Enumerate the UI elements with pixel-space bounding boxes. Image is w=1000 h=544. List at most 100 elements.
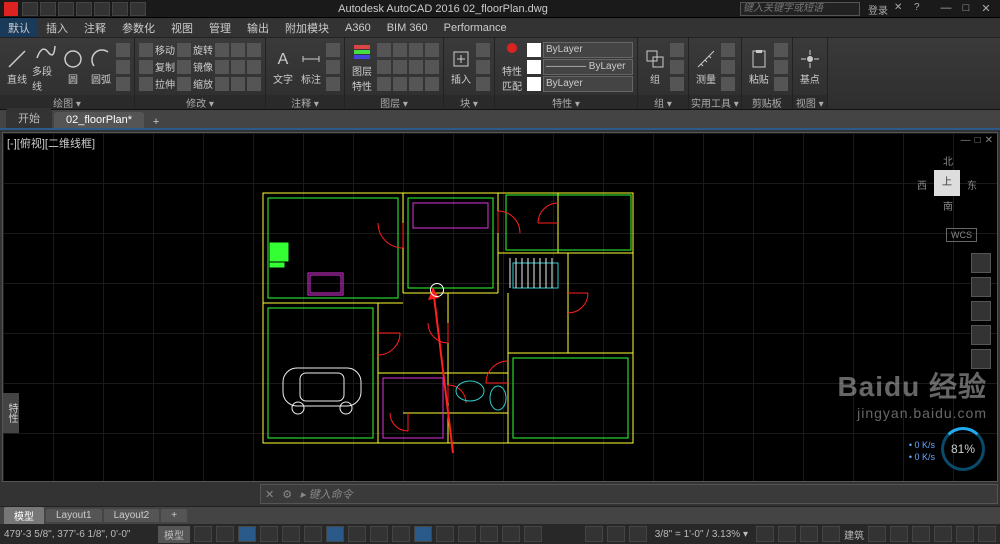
layout-tab-1[interactable]: Layout1 [46, 509, 102, 522]
qat-saveas-icon[interactable] [76, 2, 92, 16]
properties-match-button[interactable]: 特性匹配 [499, 40, 525, 93]
panel-label-0[interactable]: 绘图 ▾ [0, 95, 134, 109]
nav-orbit-icon[interactable] [971, 325, 991, 345]
tool-多段线[interactable]: 多段线 [32, 40, 58, 93]
layout-tab-2[interactable]: Layout2 [104, 509, 160, 522]
vp-maximize-icon[interactable]: □ [975, 135, 981, 146]
status-right3-1[interactable] [890, 526, 908, 542]
panel-label-1[interactable]: 修改 ▾ [135, 95, 265, 109]
signin-link[interactable]: 登录 [868, 2, 888, 16]
help-search-input[interactable] [740, 2, 860, 16]
help-icon[interactable]: ? [914, 2, 928, 16]
ribbon-tab-4[interactable]: 视图 [163, 18, 201, 37]
panel-label-6[interactable]: 组 ▾ [638, 95, 688, 109]
status-toggle-10[interactable] [414, 526, 432, 542]
minimize-button[interactable]: — [936, 2, 956, 16]
qat-redo-icon[interactable] [130, 2, 146, 16]
viewcube[interactable]: 上 北 南 东 西 [917, 153, 977, 213]
status-right3-5[interactable] [978, 526, 996, 542]
viewport-label[interactable]: [-][俯视][二维线框] [7, 135, 95, 151]
file-tab-1[interactable]: 02_floorPlan* [54, 112, 144, 128]
status-toggle-12[interactable] [458, 526, 476, 542]
space-toggle[interactable]: 模型 [158, 526, 190, 543]
viewcube-north[interactable]: 北 [943, 153, 953, 168]
status-right2-3[interactable] [822, 526, 840, 542]
ribbon-tab-0[interactable]: 默认 [0, 18, 38, 37]
ribbon-tab-9[interactable]: BIM 360 [379, 18, 436, 37]
viewcube-west[interactable]: 西 [917, 177, 927, 192]
close-button[interactable]: ✕ [976, 2, 996, 16]
tool-圆弧[interactable]: 圆弧 [88, 48, 114, 86]
ribbon-tab-8[interactable]: A360 [337, 18, 379, 37]
tool-测量[interactable]: 测量 [693, 48, 719, 86]
qat-undo-icon[interactable] [112, 2, 128, 16]
cmd-customize-icon[interactable]: ⚙ [278, 488, 296, 501]
qat-open-icon[interactable] [40, 2, 56, 16]
bylayer-combo-0[interactable]: ByLayer [543, 42, 633, 58]
tool-直线[interactable]: 直线 [4, 48, 30, 86]
status-toggle-8[interactable] [370, 526, 388, 542]
wcs-badge[interactable]: WCS [946, 228, 977, 242]
status-right-1[interactable] [607, 526, 625, 542]
status-right3-3[interactable] [934, 526, 952, 542]
status-toggle-9[interactable] [392, 526, 410, 542]
tool-圆[interactable]: 圆 [60, 48, 86, 86]
tool-基点[interactable]: 基点 [797, 48, 823, 86]
panel-label-2[interactable]: 注释 ▾ [266, 95, 344, 109]
nav-pan-icon[interactable] [971, 277, 991, 297]
tool-镜像[interactable]: 镜像 [177, 59, 213, 75]
ribbon-tab-2[interactable]: 注释 [76, 18, 114, 37]
nav-zoom-icon[interactable] [971, 301, 991, 321]
ribbon-tab-1[interactable]: 插入 [38, 18, 76, 37]
status-right2-0[interactable] [756, 526, 774, 542]
new-tab-button[interactable]: + [146, 116, 166, 128]
qat-new-icon[interactable] [22, 2, 38, 16]
panel-label-3[interactable]: 图层 ▾ [345, 95, 443, 109]
tool-复制[interactable]: 复制 [139, 59, 175, 75]
status-toggle-5[interactable] [304, 526, 322, 542]
tool-移动[interactable]: 移动 [139, 42, 175, 58]
tool-组[interactable]: 组 [642, 48, 668, 86]
status-toggle-7[interactable] [348, 526, 366, 542]
file-tab-0[interactable]: 开始 [6, 108, 52, 128]
bylayer-combo-1[interactable]: ———— ByLayer [543, 59, 633, 75]
ribbon-tab-3[interactable]: 参数化 [114, 18, 163, 37]
status-toggle-6[interactable] [326, 526, 344, 542]
qat-plot-icon[interactable] [94, 2, 110, 16]
ribbon-tab-7[interactable]: 附加模块 [277, 18, 337, 37]
status-right3-0[interactable] [868, 526, 886, 542]
bylayer-combo-2[interactable]: ByLayer [543, 76, 633, 92]
viewcube-top-face[interactable]: 上 [934, 170, 960, 196]
scale-readout[interactable]: 3/8" = 1'-0" / 3.13% ▾ [651, 529, 752, 540]
layer-properties-button[interactable]: 图层特性 [349, 40, 375, 93]
status-right2-2[interactable] [800, 526, 818, 542]
status-right2-1[interactable] [778, 526, 796, 542]
viewcube-east[interactable]: 东 [967, 177, 977, 192]
status-toggle-1[interactable] [216, 526, 234, 542]
layout-tab-0[interactable]: 模型 [4, 507, 44, 524]
ribbon-tab-5[interactable]: 管理 [201, 18, 239, 37]
panel-label-8[interactable]: 剪贴板 [742, 95, 792, 109]
status-toggle-4[interactable] [282, 526, 300, 542]
panel-label-7[interactable]: 实用工具 ▾ [689, 95, 741, 109]
status-toggle-15[interactable] [524, 526, 542, 542]
viewcube-south[interactable]: 南 [943, 198, 953, 213]
panel-label-5[interactable]: 特性 ▾ [495, 95, 637, 109]
status-right-0[interactable] [585, 526, 603, 542]
tool-旋转[interactable]: 旋转 [177, 42, 213, 58]
status-right3-2[interactable] [912, 526, 930, 542]
properties-palette-tab[interactable]: 特性 [3, 393, 19, 433]
new-layout-button[interactable]: + [161, 509, 187, 522]
anno-mode[interactable]: 建筑 [844, 527, 864, 542]
cmd-close-icon[interactable]: ✕ [261, 488, 278, 501]
tool-标注[interactable]: 标注 [298, 48, 324, 86]
command-line[interactable]: ✕ ⚙ ▸ 键入命令 [260, 484, 998, 504]
status-toggle-13[interactable] [480, 526, 498, 542]
panel-label-9[interactable]: 视图 ▾ [793, 95, 827, 109]
vp-minimize-icon[interactable]: — [961, 135, 971, 146]
ribbon-tab-6[interactable]: 输出 [239, 18, 277, 37]
nav-wheel-icon[interactable] [971, 253, 991, 273]
insert-block-button[interactable]: 插入 [448, 48, 474, 86]
status-right-2[interactable] [629, 526, 647, 542]
tool-缩放[interactable]: 缩放 [177, 76, 213, 92]
